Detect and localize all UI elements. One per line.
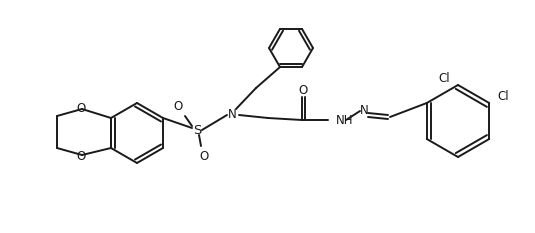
Text: N: N (227, 109, 236, 121)
Text: O: O (77, 102, 86, 114)
Text: S: S (193, 123, 201, 137)
Text: Cl: Cl (438, 72, 450, 85)
Text: N: N (360, 104, 369, 117)
Text: O: O (200, 151, 209, 164)
Text: O: O (299, 83, 308, 96)
Text: O: O (77, 150, 86, 162)
Text: O: O (173, 99, 182, 113)
Text: NH: NH (336, 113, 354, 127)
Text: Cl: Cl (498, 89, 509, 103)
